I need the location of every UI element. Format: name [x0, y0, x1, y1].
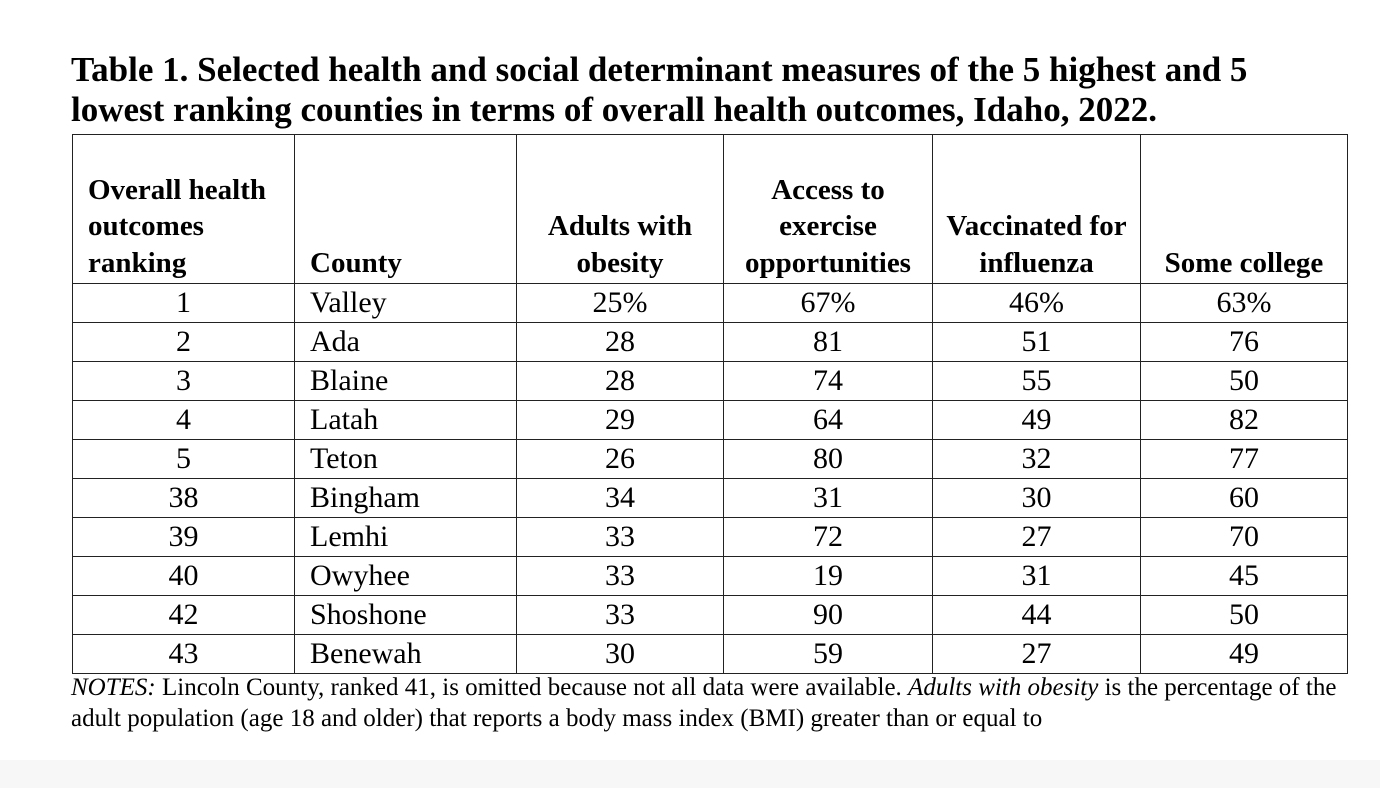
cell-exercise-access: 90 — [723, 595, 933, 635]
cell-county: Shoshone — [294, 595, 517, 635]
cell-exercise-access: 72 — [723, 517, 933, 557]
cell-exercise-access: 67% — [723, 283, 933, 323]
cell-exercise-access: 31 — [723, 478, 933, 518]
cell-obesity: 25% — [516, 283, 724, 323]
notes-label: NOTES: — [71, 674, 156, 701]
notes-text-1: Lincoln County, ranked 41, is omitted be… — [155, 674, 909, 701]
table-row: 4 Latah 29 64 49 82 — [72, 400, 1348, 440]
cell-obesity: 26 — [516, 439, 724, 479]
notes-text-2: is the percentage of the adult populatio… — [71, 674, 1337, 732]
cell-ranking: 5 — [72, 439, 295, 479]
cell-influenza-vaccination: 27 — [932, 517, 1141, 557]
cell-ranking: 38 — [72, 478, 295, 518]
cell-county: Ada — [294, 322, 517, 362]
cell-obesity: 33 — [516, 595, 724, 635]
cell-influenza-vaccination: 32 — [932, 439, 1141, 479]
cell-obesity: 29 — [516, 400, 724, 440]
cell-influenza-vaccination: 30 — [932, 478, 1141, 518]
header-some-college: Some college — [1140, 134, 1348, 284]
cell-some-college: 76 — [1140, 322, 1348, 362]
cell-influenza-vaccination: 31 — [932, 556, 1141, 596]
cell-exercise-access: 64 — [723, 400, 933, 440]
cell-county: Lemhi — [294, 517, 517, 557]
cell-some-college: 45 — [1140, 556, 1348, 596]
table-row: 38 Bingham 34 31 30 60 — [72, 478, 1348, 518]
cell-some-college: 50 — [1140, 361, 1348, 401]
cell-exercise-access: 81 — [723, 322, 933, 362]
table-header-row: Overall health outcomes ranking County A… — [72, 134, 1348, 284]
page-bottom-edge — [0, 760, 1380, 788]
table-row: 43 Benewah 30 59 27 49 — [72, 634, 1348, 674]
table-notes: NOTES: Lincoln County, ranked 41, is omi… — [71, 672, 1351, 734]
cell-ranking: 3 — [72, 361, 295, 401]
cell-some-college: 50 — [1140, 595, 1348, 635]
cell-obesity: 33 — [516, 517, 724, 557]
cell-county: Benewah — [294, 634, 517, 674]
table-title: Table 1. Selected health and social dete… — [71, 50, 1248, 129]
cell-some-college: 70 — [1140, 517, 1348, 557]
table-row: 2 Ada 28 81 51 76 — [72, 322, 1348, 362]
cell-influenza-vaccination: 27 — [932, 634, 1141, 674]
cell-county: Blaine — [294, 361, 517, 401]
cell-ranking: 43 — [72, 634, 295, 674]
cell-obesity: 34 — [516, 478, 724, 518]
table-row: 40 Owyhee 33 19 31 45 — [72, 556, 1348, 596]
header-exercise-access: Access to exercise opportunities — [723, 134, 933, 284]
cell-county: Valley — [294, 283, 517, 323]
cell-influenza-vaccination: 49 — [932, 400, 1141, 440]
notes-emphasis: Adults with obesity — [908, 674, 1099, 701]
cell-some-college: 63% — [1140, 283, 1348, 323]
cell-obesity: 33 — [516, 556, 724, 596]
table-row: 42 Shoshone 33 90 44 50 — [72, 595, 1348, 635]
header-influenza-vaccination: Vaccinated for influenza — [932, 134, 1141, 284]
header-ranking: Overall health outcomes ranking — [72, 134, 295, 284]
cell-ranking: 4 — [72, 400, 295, 440]
cell-ranking: 1 — [72, 283, 295, 323]
table-row: 5 Teton 26 80 32 77 — [72, 439, 1348, 479]
cell-exercise-access: 74 — [723, 361, 933, 401]
cell-ranking: 2 — [72, 322, 295, 362]
table-body: 1 Valley 25% 67% 46% 63% 2 Ada 28 81 51 … — [72, 283, 1348, 674]
cell-ranking: 42 — [72, 595, 295, 635]
cell-ranking: 39 — [72, 517, 295, 557]
cell-influenza-vaccination: 44 — [932, 595, 1141, 635]
cell-obesity: 28 — [516, 361, 724, 401]
cell-influenza-vaccination: 55 — [932, 361, 1141, 401]
cell-ranking: 40 — [72, 556, 295, 596]
header-obesity: Adults with obesity — [516, 134, 724, 284]
cell-some-college: 49 — [1140, 634, 1348, 674]
table-row: 39 Lemhi 33 72 27 70 — [72, 517, 1348, 557]
cell-exercise-access: 80 — [723, 439, 933, 479]
table-row: 1 Valley 25% 67% 46% 63% — [72, 283, 1348, 323]
cell-county: Owyhee — [294, 556, 517, 596]
cell-county: Teton — [294, 439, 517, 479]
cell-some-college: 77 — [1140, 439, 1348, 479]
cell-influenza-vaccination: 51 — [932, 322, 1141, 362]
cell-obesity: 28 — [516, 322, 724, 362]
cell-county: Bingham — [294, 478, 517, 518]
cell-obesity: 30 — [516, 634, 724, 674]
cell-some-college: 60 — [1140, 478, 1348, 518]
cell-county: Latah — [294, 400, 517, 440]
health-measures-table: Overall health outcomes ranking County A… — [72, 134, 1348, 674]
table-row: 3 Blaine 28 74 55 50 — [72, 361, 1348, 401]
cell-exercise-access: 19 — [723, 556, 933, 596]
cell-influenza-vaccination: 46% — [932, 283, 1141, 323]
header-county: County — [294, 134, 517, 284]
cell-exercise-access: 59 — [723, 634, 933, 674]
cell-some-college: 82 — [1140, 400, 1348, 440]
